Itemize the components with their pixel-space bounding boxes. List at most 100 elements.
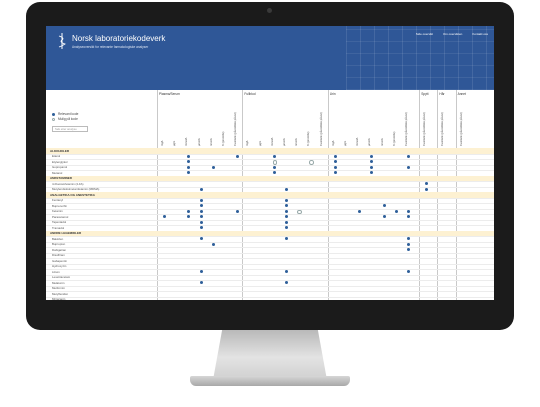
relevant-code-dot[interactable] bbox=[211, 165, 215, 169]
relevant-code-dot[interactable] bbox=[272, 154, 276, 158]
relevant-code-dot[interactable] bbox=[407, 209, 410, 213]
table-row[interactable]: Metformin bbox=[46, 286, 494, 293]
relevant-code-dot[interactable] bbox=[425, 187, 429, 191]
relevant-code-dot[interactable] bbox=[236, 209, 240, 213]
table-row[interactable]: Buprenorfin bbox=[46, 203, 494, 210]
relevant-code-dot[interactable] bbox=[272, 165, 276, 169]
relevant-code-dot[interactable] bbox=[187, 160, 191, 164]
category-row: AMFETAMINER bbox=[46, 175, 494, 183]
filled-dot-icon bbox=[52, 112, 55, 116]
search-input[interactable]: Søk etter analyse bbox=[52, 126, 88, 132]
table-row[interactable]: Isopropanol bbox=[46, 165, 494, 172]
relevant-code-dot[interactable] bbox=[187, 209, 191, 213]
row-label: Gabapentin bbox=[52, 258, 67, 263]
table-row[interactable]: Bupropion bbox=[46, 242, 494, 249]
column-header-label: % (promille) bbox=[392, 131, 396, 146]
table-row[interactable]: Dabigatran bbox=[46, 247, 494, 254]
relevant-code-dot[interactable] bbox=[333, 171, 337, 175]
relevant-code-dot[interactable] bbox=[382, 204, 386, 208]
relevant-code-dot[interactable] bbox=[425, 182, 429, 186]
possible-code-dot[interactable] bbox=[309, 160, 314, 165]
relevant-code-dot[interactable] bbox=[285, 281, 288, 285]
relevant-code-dot[interactable] bbox=[187, 154, 191, 158]
relevant-code-dot[interactable] bbox=[199, 204, 203, 208]
relevant-code-dot[interactable] bbox=[358, 209, 362, 213]
relevant-code-dot[interactable] bbox=[199, 220, 203, 224]
relevant-code-dot[interactable] bbox=[199, 281, 203, 285]
table-row[interactable]: Litium bbox=[46, 269, 494, 276]
relevant-code-dot[interactable] bbox=[407, 237, 410, 241]
table-row[interactable]: Mirtazapin bbox=[46, 297, 494, 300]
relevant-code-dot[interactable] bbox=[285, 215, 288, 219]
relevant-code-dot[interactable] bbox=[333, 160, 337, 164]
relevant-code-dot[interactable] bbox=[285, 204, 288, 208]
column-header: µg/L bbox=[173, 108, 180, 146]
possible-code-dot[interactable] bbox=[297, 209, 302, 215]
row-label: Metylfenidat bbox=[52, 291, 68, 296]
table-row[interactable]: 4-Fluoramfetamin (4-FA) bbox=[46, 181, 494, 188]
relevant-code-dot[interactable] bbox=[199, 215, 203, 219]
table-row[interactable]: Ketamin bbox=[46, 209, 494, 216]
relevant-code-dot[interactable] bbox=[199, 198, 203, 202]
relevant-code-dot[interactable] bbox=[211, 242, 215, 246]
relevant-code-dot[interactable] bbox=[407, 242, 410, 246]
relevant-code-dot[interactable] bbox=[199, 226, 203, 230]
table-row[interactable]: Etylenglykol bbox=[46, 159, 494, 166]
table-row[interactable]: Hydroxyzin bbox=[46, 264, 494, 271]
relevant-code-dot[interactable] bbox=[187, 171, 191, 175]
relevant-code-dot[interactable] bbox=[382, 215, 386, 219]
relevant-code-dot[interactable] bbox=[285, 226, 288, 230]
relevant-code-dot[interactable] bbox=[370, 154, 374, 158]
column-header: Kvalitativ (påvist/ikke påvist) bbox=[320, 108, 327, 146]
relevant-code-dot[interactable] bbox=[394, 209, 398, 213]
table-row[interactable]: Baklofen bbox=[46, 236, 494, 243]
table-row[interactable]: Etanol bbox=[46, 154, 494, 161]
relevant-code-dot[interactable] bbox=[407, 270, 410, 274]
column-header-label: mmol/L bbox=[185, 137, 189, 146]
relevant-code-dot[interactable] bbox=[187, 165, 191, 169]
relevant-code-dot[interactable] bbox=[370, 165, 374, 169]
relevant-code-dot[interactable] bbox=[285, 198, 288, 202]
column-header: Kvalitativ (påvist/ikke påvist) bbox=[441, 108, 448, 146]
top-link[interactable]: Kontakt oss bbox=[472, 32, 488, 36]
relevant-code-dot[interactable] bbox=[333, 165, 337, 169]
row-label: Buprenorfin bbox=[52, 203, 67, 208]
relevant-code-dot[interactable] bbox=[163, 215, 166, 219]
top-link[interactable]: Side oversikt bbox=[415, 32, 433, 36]
column-header: nmol/L bbox=[210, 108, 217, 146]
table-row[interactable]: Gabapentin bbox=[46, 258, 494, 265]
possible-code-dot[interactable] bbox=[272, 160, 278, 165]
row-label: Ketamin bbox=[52, 209, 63, 214]
table-row[interactable]: Paracetamol bbox=[46, 214, 494, 221]
table-row[interactable]: Metylfenidat bbox=[46, 291, 494, 298]
relevant-code-dot[interactable] bbox=[407, 165, 410, 169]
column-header-label: mmol/L bbox=[356, 137, 360, 146]
relevant-code-dot[interactable] bbox=[333, 154, 337, 158]
monitor-base bbox=[190, 376, 350, 386]
relevant-code-dot[interactable] bbox=[199, 237, 203, 241]
relevant-code-dot[interactable] bbox=[407, 248, 410, 252]
group-header: Urin bbox=[329, 92, 336, 96]
relevant-code-dot[interactable] bbox=[199, 209, 203, 213]
table-row[interactable]: Fentanyl bbox=[46, 198, 494, 205]
top-link[interactable]: Om oversikten bbox=[442, 32, 463, 36]
table-row[interactable]: Melatonin bbox=[46, 280, 494, 287]
relevant-code-dot[interactable] bbox=[187, 215, 191, 219]
relevant-code-dot[interactable] bbox=[199, 270, 203, 274]
relevant-code-dot[interactable] bbox=[236, 154, 240, 158]
relevant-code-dot[interactable] bbox=[285, 209, 288, 213]
relevant-code-dot[interactable] bbox=[285, 220, 288, 224]
site-title[interactable]: Norsk laboratoriekodeverk bbox=[72, 34, 166, 43]
relevant-code-dot[interactable] bbox=[407, 215, 410, 219]
relevant-code-dot[interactable] bbox=[285, 187, 288, 191]
table-row[interactable]: Disulfiram bbox=[46, 253, 494, 260]
relevant-code-dot[interactable] bbox=[285, 270, 288, 274]
relevant-code-dot[interactable] bbox=[199, 187, 203, 191]
relevant-code-dot[interactable] bbox=[272, 171, 276, 175]
relevant-code-dot[interactable] bbox=[407, 154, 410, 158]
table-row[interactable]: Levetiracetam bbox=[46, 275, 494, 282]
relevant-code-dot[interactable] bbox=[370, 160, 374, 164]
relevant-code-dot[interactable] bbox=[370, 171, 374, 175]
table-row[interactable]: Tapentadol bbox=[46, 220, 494, 227]
relevant-code-dot[interactable] bbox=[285, 237, 288, 241]
